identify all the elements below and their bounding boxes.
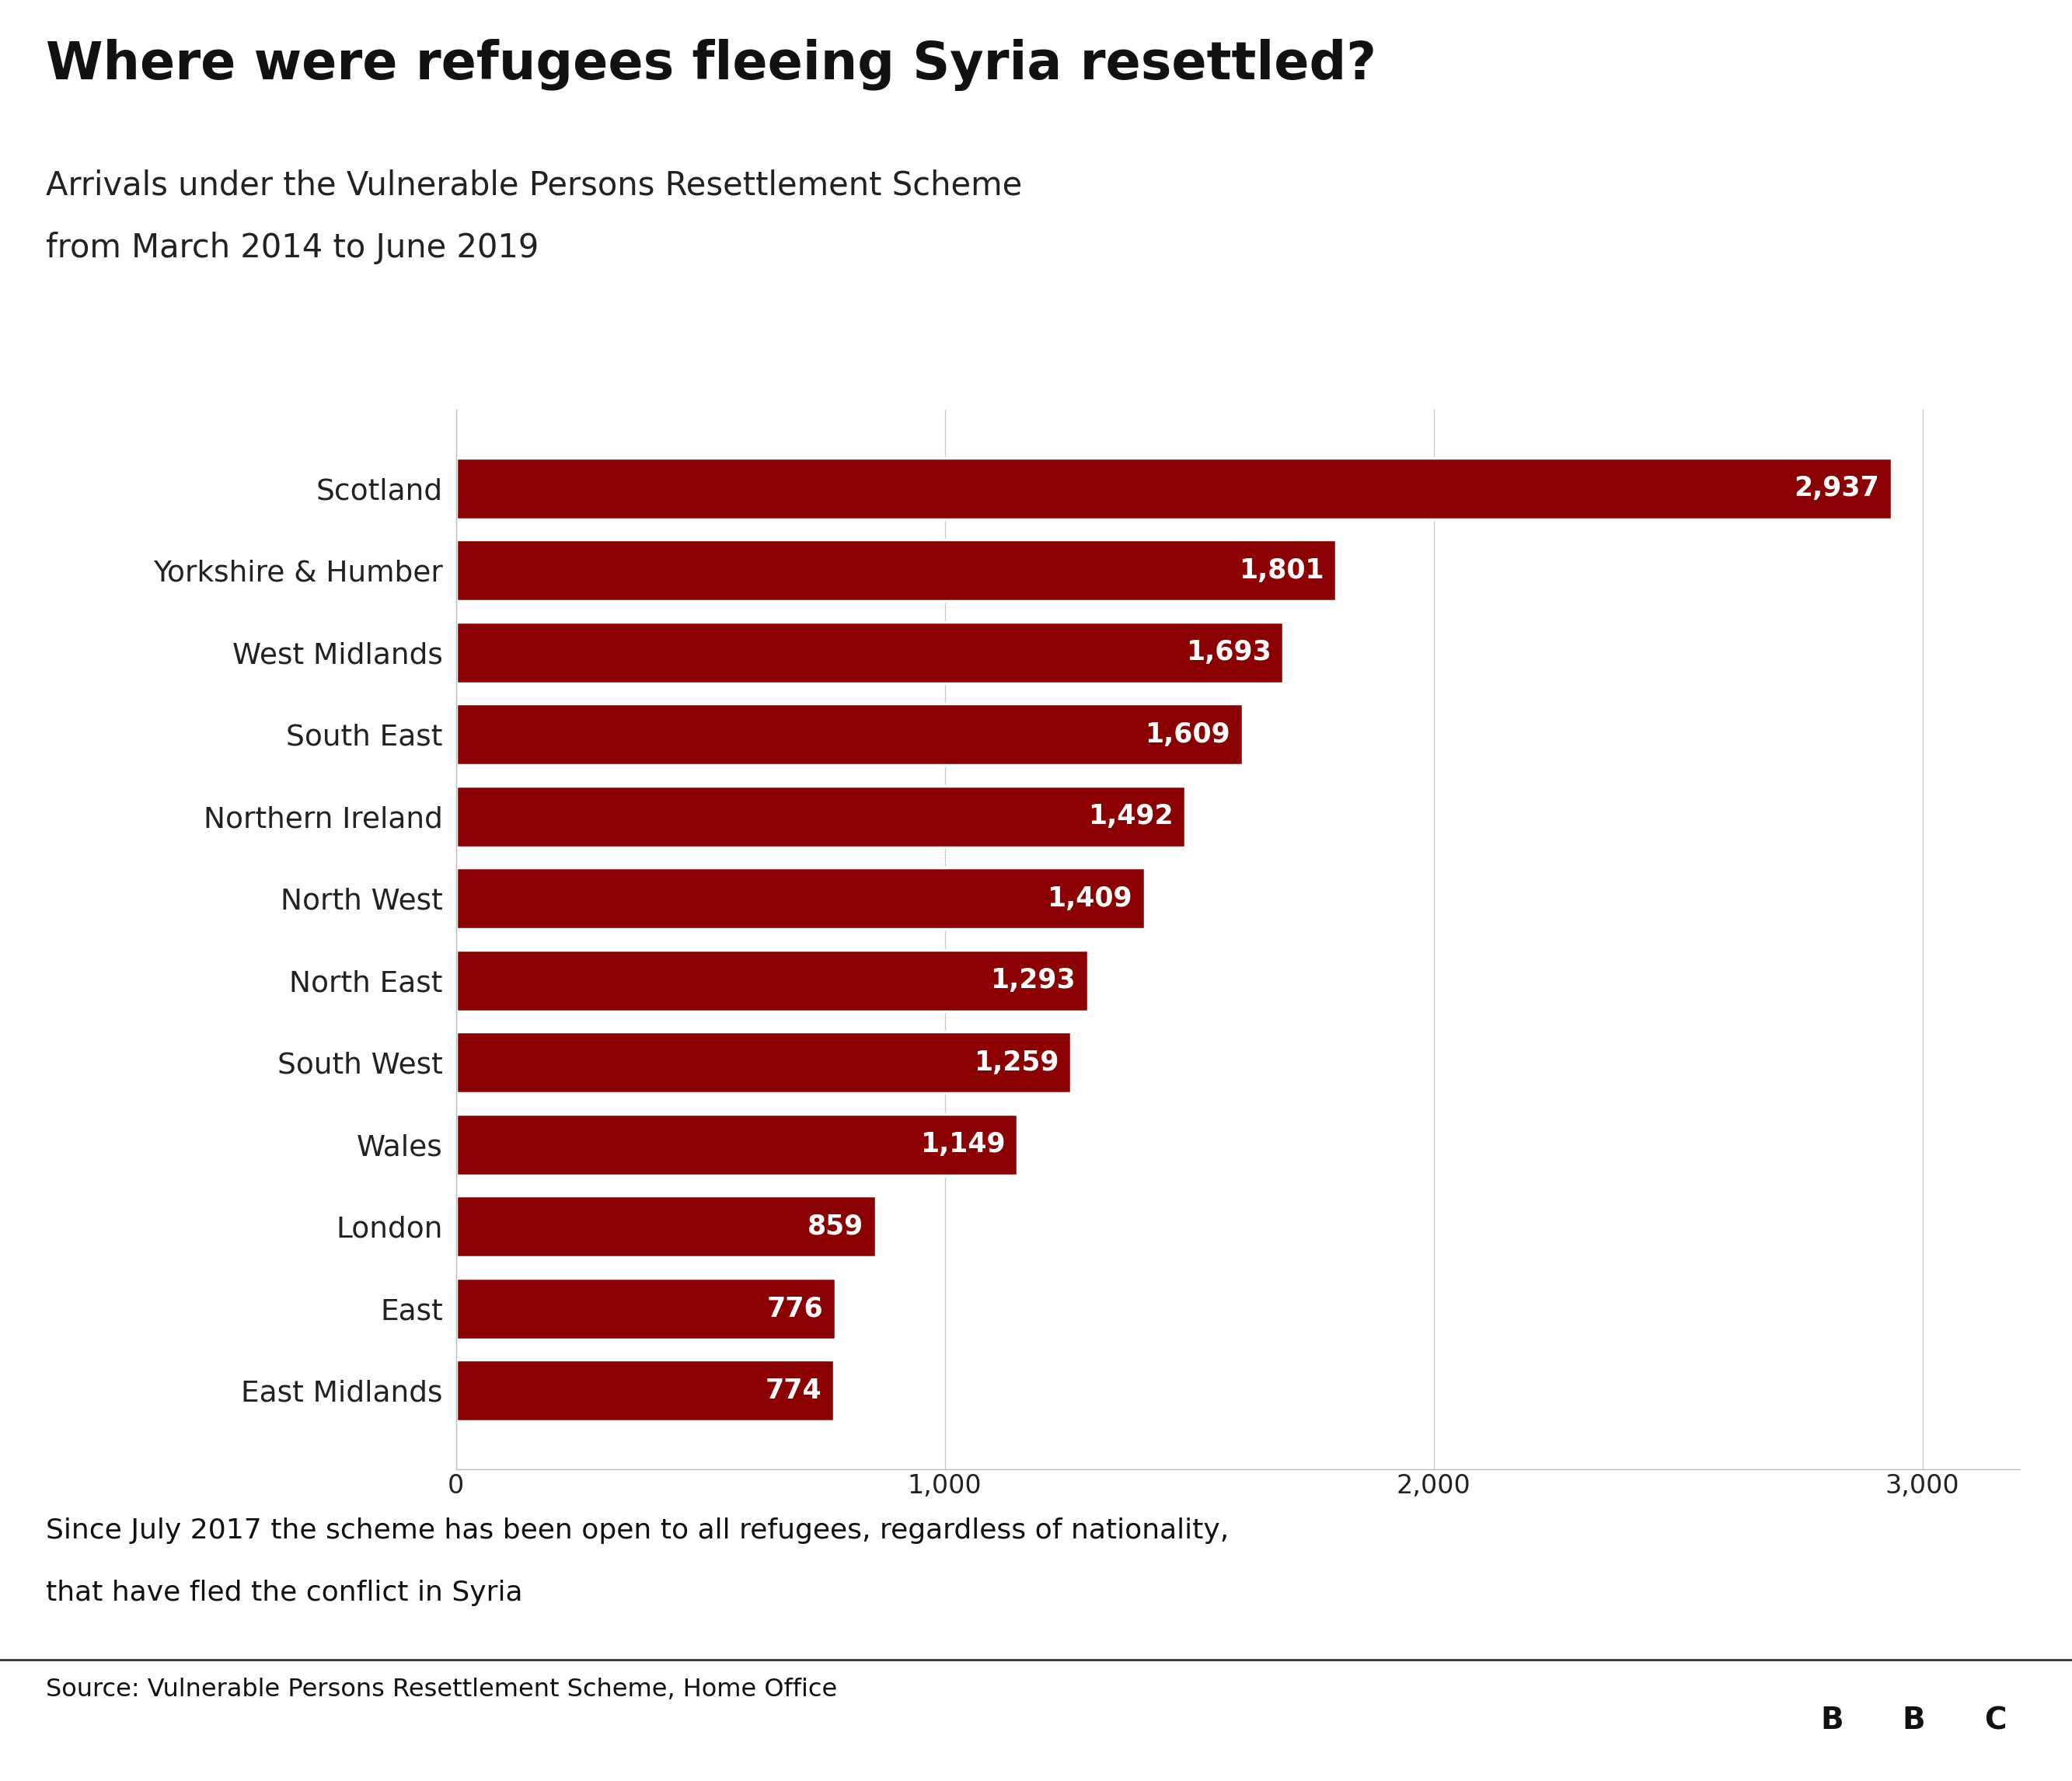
Text: Arrivals under the Vulnerable Persons Resettlement Scheme: Arrivals under the Vulnerable Persons Re… <box>46 169 1021 201</box>
Bar <box>456 458 1892 520</box>
Text: 1,492: 1,492 <box>1088 803 1173 830</box>
Text: Source: Vulnerable Persons Resettlement Scheme, Home Office: Source: Vulnerable Persons Resettlement … <box>46 1678 837 1703</box>
Bar <box>456 785 1185 848</box>
FancyBboxPatch shape <box>1796 1674 1869 1767</box>
Text: 1,409: 1,409 <box>1046 885 1133 912</box>
Bar <box>456 540 1336 602</box>
Text: 1,293: 1,293 <box>990 967 1075 994</box>
Text: Since July 2017 the scheme has been open to all refugees, regardless of national: Since July 2017 the scheme has been open… <box>46 1517 1229 1544</box>
Text: 1,149: 1,149 <box>920 1131 1005 1158</box>
Text: from March 2014 to June 2019: from March 2014 to June 2019 <box>46 232 539 264</box>
Text: 1,693: 1,693 <box>1185 639 1272 666</box>
Bar <box>456 1113 1017 1175</box>
Text: 1,609: 1,609 <box>1146 721 1231 748</box>
Bar <box>456 1195 876 1257</box>
Bar <box>456 1277 835 1339</box>
Bar <box>456 703 1243 766</box>
Text: 1,801: 1,801 <box>1239 557 1324 584</box>
Text: Where were refugees fleeing Syria resettled?: Where were refugees fleeing Syria resett… <box>46 39 1376 91</box>
Text: 1,259: 1,259 <box>974 1049 1059 1076</box>
Bar <box>456 949 1088 1012</box>
Bar <box>456 622 1283 684</box>
Text: that have fled the conflict in Syria: that have fled the conflict in Syria <box>46 1580 522 1606</box>
Text: B: B <box>1821 1706 1844 1735</box>
FancyBboxPatch shape <box>1877 1674 1950 1767</box>
Bar <box>456 1031 1071 1094</box>
Text: 776: 776 <box>767 1295 823 1322</box>
Text: 859: 859 <box>808 1213 864 1240</box>
Text: C: C <box>1985 1706 2006 1735</box>
Text: 774: 774 <box>765 1377 823 1403</box>
FancyBboxPatch shape <box>1960 1674 2031 1767</box>
Bar <box>456 867 1144 930</box>
Bar <box>456 1359 835 1421</box>
Text: 2,937: 2,937 <box>1794 476 1879 502</box>
Text: B: B <box>1902 1706 1925 1735</box>
